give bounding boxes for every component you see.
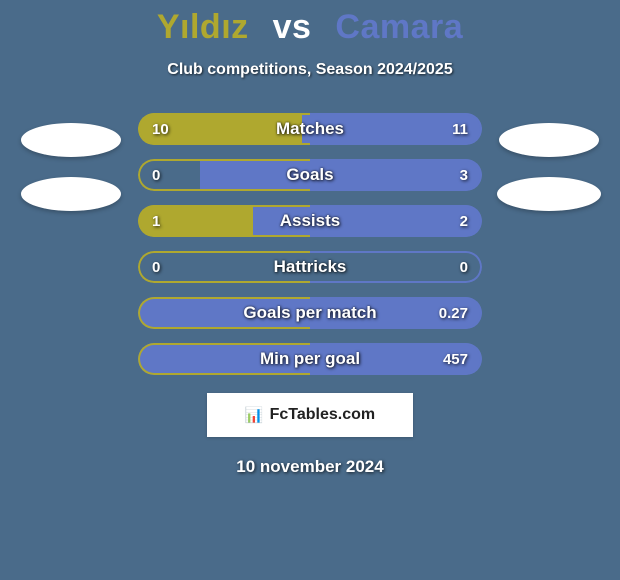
player2-name: Camara bbox=[335, 8, 463, 46]
avatar bbox=[499, 123, 599, 157]
stat-value-right: 3 bbox=[460, 159, 468, 191]
date-label: 10 november 2024 bbox=[0, 457, 620, 477]
title: Yıldız vs Camara bbox=[0, 8, 620, 47]
vs-label: vs bbox=[273, 8, 312, 46]
bar-fill-right bbox=[253, 205, 482, 237]
bar-fill-right bbox=[200, 159, 482, 191]
bar-border-right bbox=[310, 251, 482, 283]
stat-bar: Assists12 bbox=[138, 205, 482, 237]
stat-value-right: 2 bbox=[460, 205, 468, 237]
subtitle: Club competitions, Season 2024/2025 bbox=[0, 61, 620, 79]
stat-value-left: 10 bbox=[152, 113, 169, 145]
stat-label: Hattricks bbox=[138, 251, 482, 283]
stat-bar: Min per goal457 bbox=[138, 343, 482, 375]
bar-fill-right bbox=[138, 343, 482, 375]
right-avatars bbox=[494, 113, 604, 211]
avatar bbox=[21, 177, 121, 211]
stat-bars: Matches1011Goals03Assists12Hattricks00Go… bbox=[138, 113, 482, 375]
bar-fill-right bbox=[138, 297, 482, 329]
stat-bar: Matches1011 bbox=[138, 113, 482, 145]
stat-value-left: 0 bbox=[152, 251, 160, 283]
comparison-card: Yıldız vs Camara Club competitions, Seas… bbox=[0, 0, 620, 580]
avatar bbox=[497, 177, 601, 211]
player1-name: Yıldız bbox=[157, 8, 249, 46]
stat-value-right: 0.27 bbox=[439, 297, 468, 329]
stat-bar: Goals per match0.27 bbox=[138, 297, 482, 329]
source-badge: 📊 FcTables.com bbox=[207, 393, 413, 437]
avatar bbox=[21, 123, 121, 157]
source-text: FcTables.com bbox=[270, 406, 376, 424]
stat-value-left: 1 bbox=[152, 205, 160, 237]
stat-bar: Hattricks0 0 bbox=[138, 251, 482, 283]
stat-bar: Goals03 bbox=[138, 159, 482, 191]
stat-value-right: 457 bbox=[443, 343, 468, 375]
stat-value-right: 0 bbox=[460, 251, 468, 283]
left-avatars bbox=[16, 113, 126, 211]
stat-value-left: 0 bbox=[152, 159, 160, 191]
chart-icon: 📊 bbox=[245, 406, 264, 424]
middle-section: Matches1011Goals03Assists12Hattricks00Go… bbox=[0, 113, 620, 375]
stat-value-right: 11 bbox=[452, 113, 468, 145]
bar-border-left bbox=[138, 251, 310, 283]
